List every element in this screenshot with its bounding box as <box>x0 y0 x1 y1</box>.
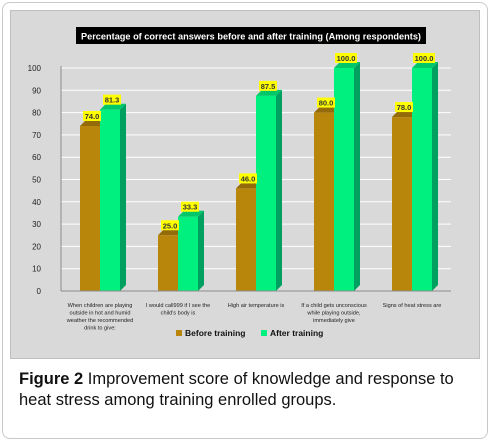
bar-top <box>236 182 262 189</box>
figure-caption: Figure 2 Improvement score of knowledge … <box>19 369 483 411</box>
bar <box>392 117 412 291</box>
data-label-box <box>259 80 277 91</box>
bar <box>314 112 334 291</box>
data-label: 100.0 <box>415 54 434 63</box>
legend-swatch <box>261 330 267 336</box>
x-category-label-line: If a child gets unconscious <box>301 303 367 309</box>
x-category-label-line: while playing outside, <box>306 311 361 317</box>
figure-card: 74.0 81.3 25.0 33.3 46.0 87.5 80.0 100.0 78.0 100… <box>2 2 488 439</box>
bar-chart: 74.081.325.033.346.087.580.0100.078.0100… <box>28 27 451 338</box>
chart-title: Percentage of correct answers before and… <box>81 32 421 42</box>
y-tick-label: 100 <box>28 64 42 73</box>
x-category-label-line: outside in hot and humid <box>70 311 131 317</box>
data-label-box <box>181 201 199 212</box>
data-label: 33.3 <box>183 203 198 212</box>
x-category-label: When children are playing outside in hot … <box>66 303 134 332</box>
y-tick-label: 40 <box>32 198 41 207</box>
x-category-label: I would call999 if I see the child's body… <box>146 303 210 317</box>
legend-swatch <box>176 330 182 336</box>
data-label: 74.0 <box>85 112 100 121</box>
data-label-box <box>335 53 357 63</box>
bar-side <box>198 210 204 291</box>
x-category-label-line: immediately give <box>313 318 355 324</box>
x-category-label: If a child gets unconscious while playing… <box>301 303 367 324</box>
legend-label: After training <box>270 328 323 338</box>
legend-label: Before training <box>185 328 245 338</box>
bar <box>158 235 178 291</box>
data-label-box <box>161 220 179 231</box>
data-label-box <box>239 173 257 184</box>
bar-top <box>178 210 204 217</box>
y-tick-label: 50 <box>32 176 41 185</box>
bar-top <box>392 111 418 118</box>
x-category-label-line: child's body is <box>161 311 196 317</box>
x-category-label-line: weather the recommended <box>66 318 134 324</box>
y-tick-label: 30 <box>32 220 41 229</box>
data-label: 80.0 <box>319 99 334 108</box>
x-category-label: Signs of heat stress are <box>383 303 442 309</box>
bar-side <box>120 103 126 292</box>
caption-label: Figure 2 <box>19 370 84 388</box>
y-tick-label: 10 <box>32 265 41 274</box>
y-tick-label: 60 <box>32 153 41 162</box>
x-category-label-line: When children are playing <box>68 303 133 309</box>
y-tick-label: 90 <box>32 86 41 95</box>
bar-side <box>432 62 438 291</box>
bar <box>178 216 198 291</box>
y-tick-label: 70 <box>32 131 41 140</box>
chart-area: 74.0 81.3 25.0 33.3 46.0 87.5 80.0 100.0 78.0 100… <box>10 10 480 359</box>
x-category-label-line: drink to give: <box>84 326 116 332</box>
data-label: 100.0 <box>337 54 356 63</box>
bar-top <box>256 89 282 96</box>
data-label: 78.0 <box>397 103 412 112</box>
data-label: 81.3 <box>105 96 120 105</box>
data-label-box <box>413 53 435 63</box>
bar-top <box>80 119 106 126</box>
bar <box>80 125 100 291</box>
caption-text: Improvement score of knowledge and respo… <box>19 370 454 409</box>
bar <box>236 188 256 291</box>
data-label-box <box>83 110 101 121</box>
y-tick-label: 80 <box>32 109 41 118</box>
x-category-label-line: Signs of heat stress are <box>383 303 442 309</box>
bar <box>100 109 120 292</box>
bar <box>256 95 276 291</box>
data-label-box <box>395 102 413 113</box>
x-category-label-line: High air temperature is <box>228 303 285 309</box>
x-category-label: High air temperature is <box>228 303 285 309</box>
y-tick-label: 20 <box>32 242 41 251</box>
bar-top <box>100 103 126 110</box>
bar-top <box>314 106 340 113</box>
bar-side <box>354 62 360 291</box>
bar-top <box>412 62 438 68</box>
data-label: 87.5 <box>261 82 276 91</box>
bar-top <box>334 62 360 68</box>
data-label: 46.0 <box>241 174 256 183</box>
bar <box>334 68 354 291</box>
bar-top <box>158 229 184 236</box>
data-label-box <box>317 97 335 108</box>
bar <box>412 68 432 291</box>
chart-title-box <box>76 27 426 44</box>
bar-side <box>276 89 282 291</box>
data-label-box <box>103 94 121 105</box>
x-category-label-line: I would call999 if I see the <box>146 303 210 309</box>
y-tick-label: 0 <box>37 287 42 296</box>
data-label: 25.0 <box>163 221 178 230</box>
